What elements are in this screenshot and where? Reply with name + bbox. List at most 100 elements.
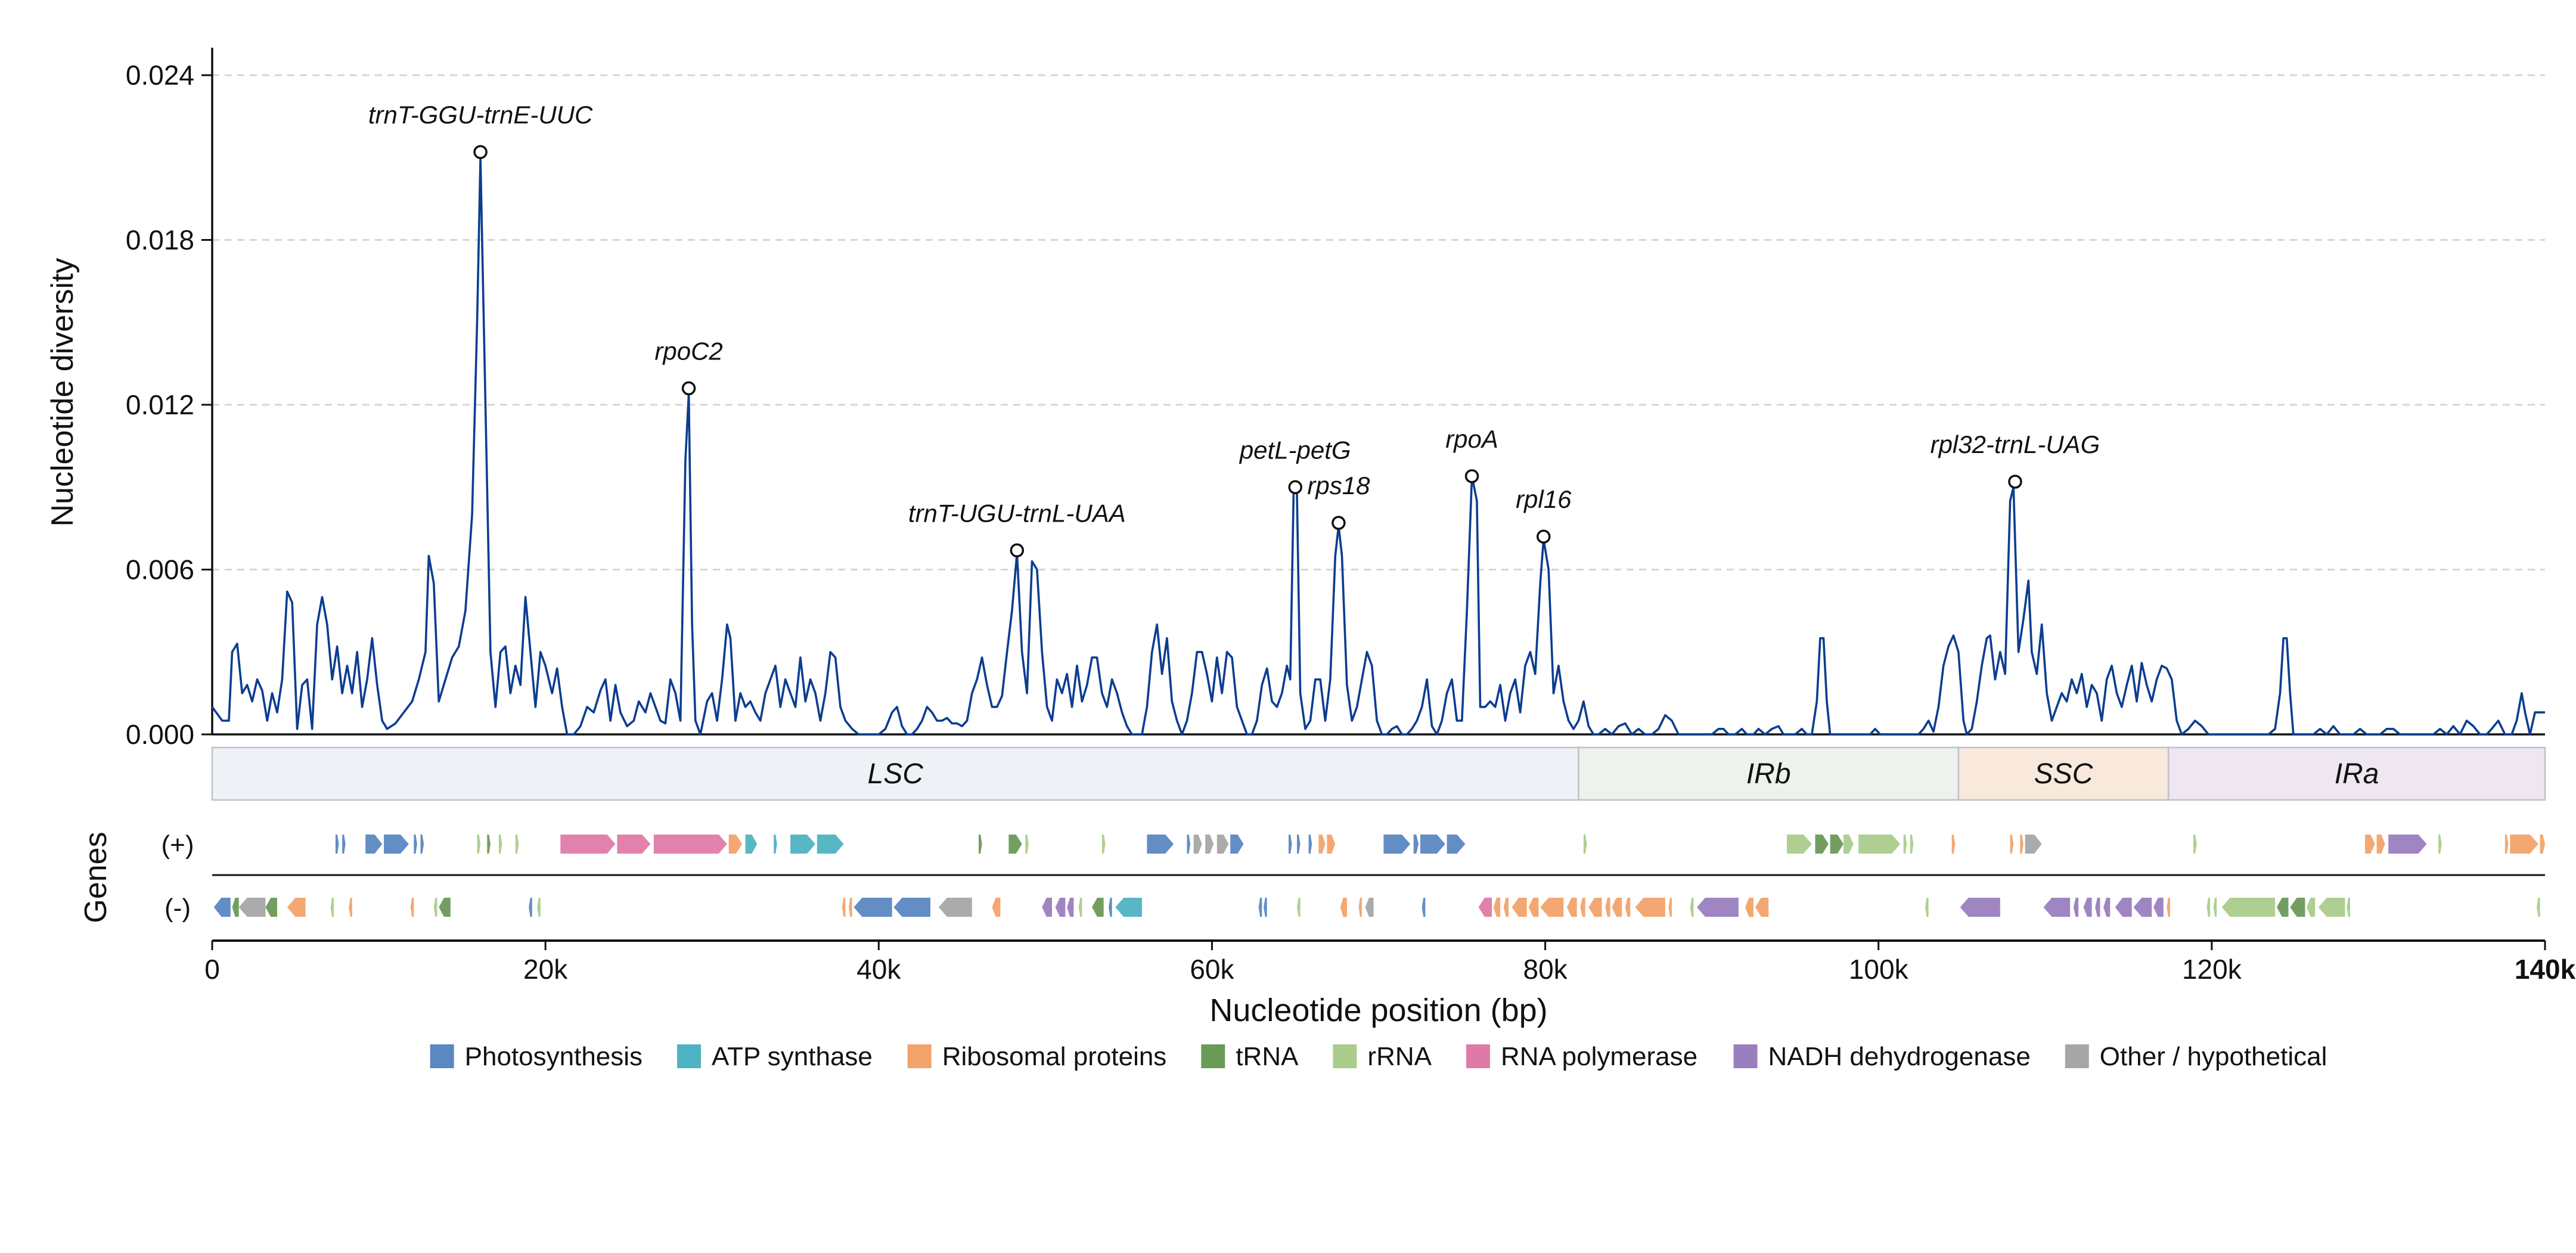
region-block: [1957, 746, 2170, 801]
peak-marker: [473, 145, 488, 159]
gene-block: [1755, 898, 1769, 917]
region-block: [1578, 746, 1960, 801]
gene-block: [1612, 898, 1622, 917]
minus-strand-label: (-): [165, 894, 191, 923]
legend-swatch: [907, 1044, 932, 1068]
gene-block: [1420, 835, 1445, 854]
gene-block: [1308, 835, 1312, 854]
diversity-series: [211, 156, 2545, 736]
gene-block: [335, 835, 339, 854]
gene-block: [1925, 898, 1929, 917]
gene-block: [1583, 835, 1587, 854]
axes: 0.000 0.006 0.012 0.018 0.024 0 20k 40k 60k 80k 10…: [126, 48, 2576, 985]
gene-block: [414, 835, 417, 854]
gene-block: [537, 898, 541, 917]
gene-block: [1540, 898, 1564, 917]
peak-marker: [1464, 469, 1479, 483]
peak-annotations: trnT-GGU-trnE-UUC rpoC2 trnT-UGU-trnL-UAA p…: [368, 101, 2100, 558]
gene-block: [477, 835, 481, 854]
gene-block: [2025, 835, 2042, 854]
gene-block: [1478, 898, 1492, 917]
gene-block: [617, 835, 651, 854]
gene-block: [774, 835, 777, 854]
gene-block: [1318, 835, 1326, 854]
gene-block: [1205, 835, 1214, 854]
gene-block: [2290, 898, 2305, 917]
peak-label: rps18: [1307, 472, 1370, 500]
gene-block: [1297, 898, 1301, 917]
gene-block: [1588, 898, 1602, 917]
gene-block: [1447, 835, 1466, 854]
peak-marker: [1537, 529, 1551, 544]
legend-label: RNA polymerase: [1501, 1042, 1697, 1071]
region-label: LSC: [868, 758, 924, 790]
peak-label: trnT-GGU-trnE-UUC: [368, 101, 593, 129]
peak-marker: [1010, 543, 1025, 558]
gene-block: [1230, 835, 1244, 854]
region-label: SSC: [2034, 758, 2093, 790]
gene-block: [2221, 898, 2276, 917]
gene-block: [1493, 898, 1501, 917]
gene-block: [1187, 835, 1191, 854]
gene-block: [2510, 835, 2538, 854]
gene-block: [1092, 898, 1104, 917]
x-tick-label: 20k: [523, 954, 568, 985]
gene-block: [1512, 898, 1527, 917]
gene-block: [330, 898, 334, 917]
gene-block: [2193, 835, 2197, 854]
gene-block: [1843, 835, 1854, 854]
gene-block: [2307, 898, 2316, 917]
gene-block: [1580, 898, 1585, 917]
peak-label: petL-petG: [1239, 436, 1351, 464]
gene-block: [1289, 835, 1292, 854]
peak-label: rpoA: [1445, 425, 1498, 453]
genes-track-label: Genes: [79, 832, 113, 923]
gene-block: [1258, 898, 1262, 917]
gene-block: [1413, 835, 1419, 854]
gene-block: [2376, 835, 2385, 854]
gene-block: [439, 898, 451, 917]
gene-block: [1358, 898, 1362, 917]
gene-block: [2388, 835, 2427, 854]
peak-label: rpoC2: [654, 337, 722, 365]
gene-tracks: (+) (-): [162, 830, 2545, 923]
gene-block: [420, 835, 424, 854]
x-tick-label: 40k: [856, 954, 901, 985]
gene-block: [265, 898, 277, 917]
gene-block: [1147, 835, 1174, 854]
gene-block: [2213, 898, 2217, 917]
gene-block: [938, 898, 972, 917]
gene-block: [287, 898, 306, 917]
gene-block: [2540, 835, 2545, 854]
y-tick-label: 0.018: [126, 225, 194, 256]
gene-block: [515, 835, 519, 854]
gene-block: [1745, 898, 1753, 917]
gene-block: [2133, 898, 2152, 917]
region-block: [211, 746, 1579, 801]
grid-lines: [212, 74, 2545, 571]
gene-block: [384, 835, 409, 854]
gene-block: [238, 898, 266, 917]
gene-block: [529, 898, 532, 917]
gene-block: [1960, 898, 2000, 917]
gene-block: [653, 835, 727, 854]
gene-block: [1787, 835, 1812, 854]
peak-marker: [681, 381, 696, 396]
gene-block: [2083, 898, 2092, 917]
gene-block: [2103, 898, 2111, 917]
gene-block: [342, 835, 346, 854]
x-tick-label: 60k: [1190, 954, 1234, 985]
gene-block: [1528, 898, 1539, 917]
gene-block: [2318, 898, 2345, 917]
legend-label: rRNA: [1367, 1042, 1432, 1071]
gene-block: [2206, 898, 2211, 917]
gene-block: [1025, 835, 1029, 854]
gene-block: [2010, 835, 2014, 854]
gene-block: [560, 835, 616, 854]
gene-block: [1078, 898, 1082, 917]
legend-swatch: [1201, 1044, 1225, 1068]
gene-block: [1115, 898, 1142, 917]
gene-block: [992, 898, 1001, 917]
gene-block: [232, 898, 239, 917]
gene-block: [2276, 898, 2289, 917]
